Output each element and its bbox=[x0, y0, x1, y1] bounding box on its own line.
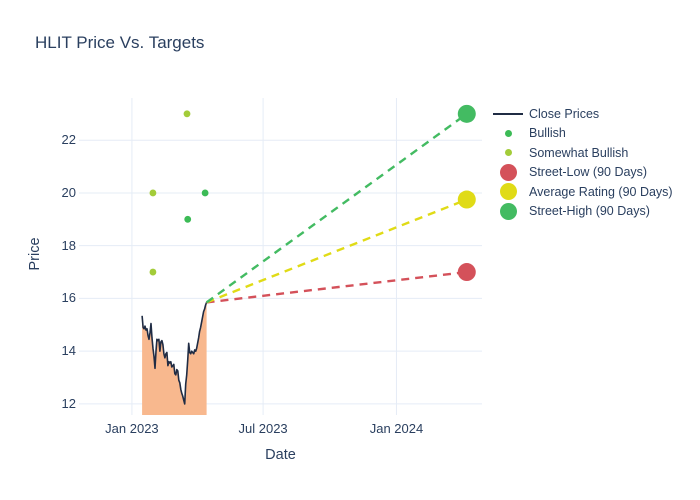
y-tick-18: 18 bbox=[61, 237, 76, 253]
legend-dot-icon bbox=[487, 183, 529, 201]
swatch-shape bbox=[504, 149, 512, 157]
y-tick-20: 20 bbox=[61, 184, 76, 200]
close-price-line[interactable] bbox=[141, 302, 208, 405]
legend-dot-icon bbox=[487, 202, 529, 220]
legend-label: Street-Low (90 Days) bbox=[529, 165, 648, 180]
legend-item-average-rating-90-days[interactable]: Average Rating (90 Days) bbox=[487, 182, 673, 202]
legend-label: Bullish bbox=[529, 126, 566, 141]
y-tick-12: 12 bbox=[61, 395, 76, 411]
close-price-fill bbox=[142, 302, 207, 415]
rating-point-bullish[interactable] bbox=[184, 215, 192, 223]
legend-label: Somewhat Bullish bbox=[529, 145, 629, 160]
y-tick-16: 16 bbox=[61, 290, 76, 306]
legend-item-somewhat-bullish[interactable]: Somewhat Bullish bbox=[487, 143, 673, 163]
rating-point-somewhat-bullish[interactable] bbox=[149, 189, 157, 197]
legend-label: Average Rating (90 Days) bbox=[529, 184, 673, 199]
legend-label: Close Prices bbox=[529, 106, 600, 121]
target-marker-street-high-90-days[interactable] bbox=[457, 104, 476, 123]
target-line-street-high-90-days[interactable] bbox=[205, 112, 468, 304]
y-tick-22: 22 bbox=[61, 132, 76, 148]
legend: Close Prices Bullish Somewhat Bullish Stree… bbox=[487, 104, 673, 221]
legend-item-street-high-90-days[interactable]: Street-High (90 Days) bbox=[487, 202, 673, 222]
swatch-shape bbox=[499, 202, 517, 220]
legend-item-bullish[interactable]: Bullish bbox=[487, 124, 673, 144]
target-marker-street-low-90-days[interactable] bbox=[457, 263, 476, 282]
legend-dot-icon bbox=[487, 129, 529, 137]
legend-dot-icon bbox=[487, 149, 529, 157]
x-tick-jan-2024: Jan 2024 bbox=[369, 421, 424, 436]
swatch-shape bbox=[499, 163, 517, 181]
chart-title: HLIT Price Vs. Targets bbox=[35, 33, 205, 52]
legend-label: Street-High (90 Days) bbox=[529, 204, 650, 219]
target-line-average-rating-90-days[interactable] bbox=[206, 198, 468, 304]
legend-item-close-prices[interactable]: Close Prices bbox=[487, 104, 673, 124]
swatch-shape bbox=[493, 112, 523, 115]
rating-point-bullish[interactable] bbox=[201, 189, 209, 197]
y-axis-title: Price bbox=[27, 237, 43, 271]
target-marker-average-rating-90-days[interactable] bbox=[457, 190, 476, 209]
rating-point-somewhat-bullish[interactable] bbox=[183, 110, 191, 118]
swatch-shape bbox=[504, 129, 512, 137]
legend-dot-icon bbox=[487, 163, 529, 181]
legend-line-icon bbox=[487, 112, 529, 115]
x-tick-jan-2023: Jan 2023 bbox=[105, 421, 159, 436]
y-tick-14: 14 bbox=[61, 343, 76, 359]
rating-point-somewhat-bullish[interactable] bbox=[149, 268, 157, 276]
swatch-shape bbox=[499, 183, 517, 201]
x-tick-jul-2023: Jul 2023 bbox=[238, 421, 288, 436]
target-line-street-low-90-days[interactable] bbox=[206, 270, 467, 304]
legend-item-street-low-90-days[interactable]: Street-Low (90 Days) bbox=[487, 163, 673, 183]
x-axis-title: Date bbox=[265, 447, 296, 463]
